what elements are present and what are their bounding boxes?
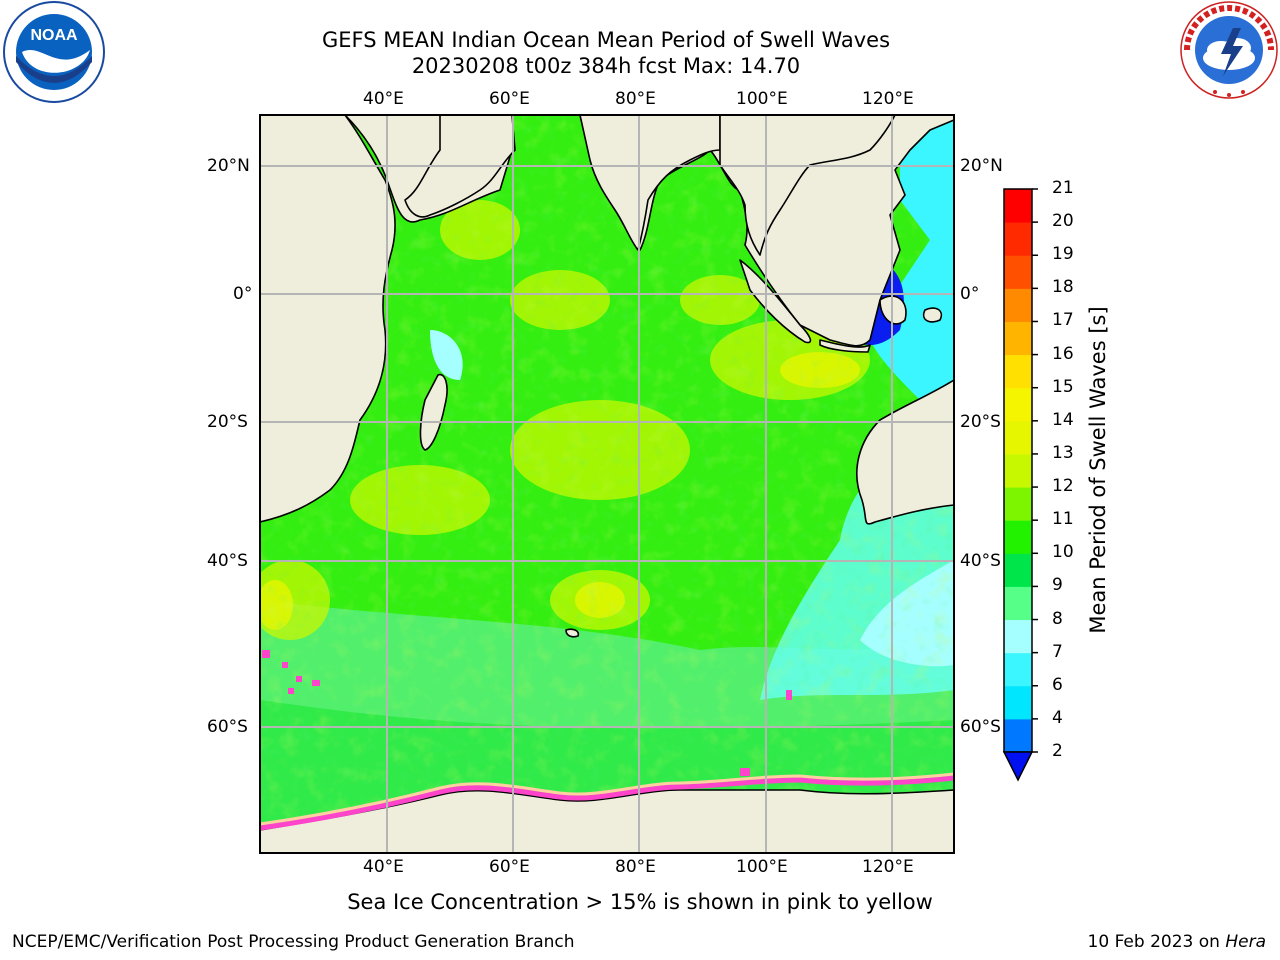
lat-label-right: 40°S <box>960 551 1001 571</box>
colorbar-band <box>1004 255 1032 289</box>
colorbar-band <box>1004 487 1032 521</box>
colorbar-label: 2 <box>1052 741 1063 761</box>
lon-label-bottom: 40°E <box>363 857 404 877</box>
lon-label-bottom: 100°E <box>736 857 788 877</box>
lon-label-bottom: 80°E <box>615 857 656 877</box>
colorbar-title: Mean Period of Swell Waves [s] <box>1086 306 1110 634</box>
colorbar-extend-arrow <box>1002 751 1034 782</box>
lat-label-right: 20°N <box>960 156 1003 176</box>
colorbar-band <box>1004 685 1032 720</box>
lat-label-right: 20°S <box>960 412 1001 432</box>
colorbar-band <box>1004 354 1032 389</box>
footer-credit: NCEP/EMC/Verification Post Processing Pr… <box>12 932 575 952</box>
colorbar-band <box>1004 321 1032 356</box>
footer-host: Hera <box>1225 932 1266 952</box>
lon-label-top: 120°E <box>862 89 914 109</box>
colorbar-label: 14 <box>1052 409 1074 430</box>
colorbar-label: 20 <box>1052 211 1074 232</box>
colorbar-label: 16 <box>1052 343 1074 364</box>
chart-subtitle: 20230208 t00z 384h fcst Max: 14.70 <box>411 54 801 78</box>
lat-label-left: 20°N <box>207 156 250 176</box>
lon-label-top: 100°E <box>736 89 788 109</box>
colorbar-label: 21 <box>1052 178 1074 198</box>
colorbar-band <box>1004 652 1032 687</box>
landmass <box>260 115 954 853</box>
colorbar-label: 4 <box>1052 707 1063 728</box>
colorbar-band <box>1004 520 1032 554</box>
colorbar-label: 9 <box>1052 575 1063 596</box>
colorbar-band <box>1004 553 1032 587</box>
colorbar-band <box>1004 420 1032 455</box>
colorbar-band <box>1004 222 1032 256</box>
lon-label-top: 60°E <box>489 89 530 109</box>
lon-label-top: 40°E <box>363 89 404 109</box>
colorbar-label: 11 <box>1052 509 1074 530</box>
colorbar-label: 7 <box>1052 641 1063 662</box>
colorbar-label: 15 <box>1052 376 1074 397</box>
colorbar <box>1004 189 1032 753</box>
colorbar-band <box>1004 718 1032 753</box>
colorbar-label: 18 <box>1052 277 1074 298</box>
map-plot <box>260 115 954 853</box>
lat-label-left: 20°S <box>207 412 248 432</box>
sea-ice-edge <box>260 775 954 831</box>
colorbar-label: 12 <box>1052 476 1074 497</box>
colorbar-label: 19 <box>1052 244 1074 265</box>
colorbar-label: 10 <box>1052 542 1074 563</box>
lon-label-top: 80°E <box>615 89 656 109</box>
lat-label-left: 60°S <box>207 717 248 737</box>
lon-label-bottom: 120°E <box>862 857 914 877</box>
noaa-logo-text: NOAA <box>30 27 78 44</box>
graticule <box>260 115 954 853</box>
footer-date: 10 Feb 2023 on Hera <box>1088 932 1266 952</box>
lat-label-right: 0° <box>960 284 980 304</box>
lon-label-bottom: 60°E <box>489 857 530 877</box>
lat-label-left: 40°S <box>207 551 248 571</box>
colorbar-band <box>1004 189 1032 223</box>
colorbar-band <box>1004 288 1032 322</box>
lat-label-left: 0° <box>233 284 253 304</box>
noaa-logo: NOAA <box>3 1 105 103</box>
colorbar-label: 13 <box>1052 442 1074 463</box>
colorbar-label: 8 <box>1052 608 1063 629</box>
footer-date-text: 10 Feb 2023 on <box>1087 932 1226 952</box>
colorbar-label: 17 <box>1052 310 1074 331</box>
sea-ice-caption: Sea Ice Concentration > 15% is shown in … <box>347 890 933 914</box>
chart-title: GEFS MEAN Indian Ocean Mean Period of Sw… <box>321 28 891 52</box>
lat-label-right: 60°S <box>960 717 1001 737</box>
colorbar-band <box>1004 619 1032 654</box>
colorbar-band <box>1004 453 1032 488</box>
nws-logo <box>1180 1 1278 99</box>
colorbar-label: 6 <box>1052 674 1063 695</box>
map-frame <box>259 114 955 854</box>
colorbar-band <box>1004 586 1032 621</box>
colorbar-band <box>1004 387 1032 422</box>
